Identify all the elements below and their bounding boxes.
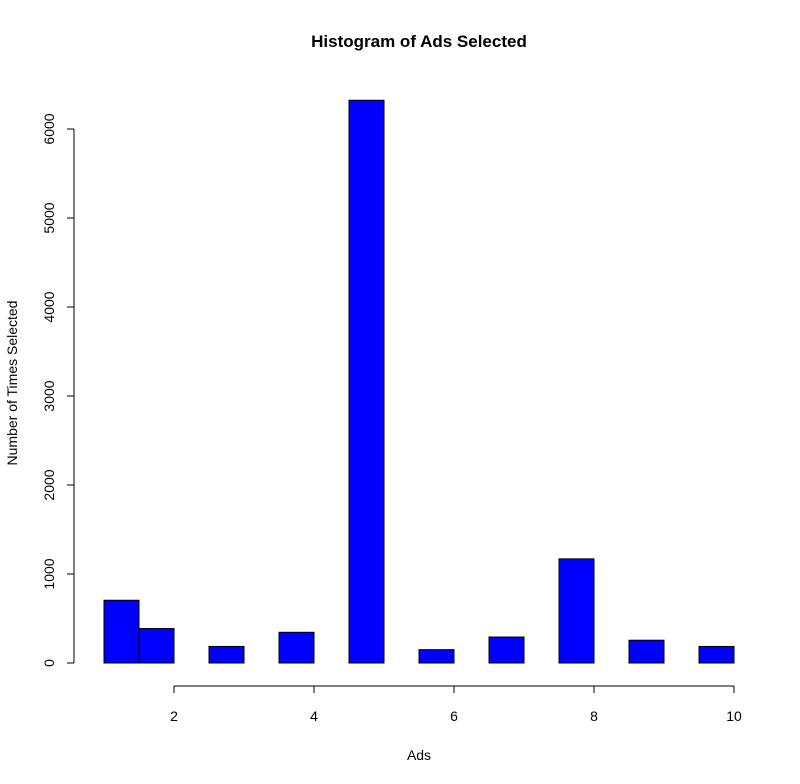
histogram-bar-4 [278, 631, 315, 664]
histogram-bar-6 [418, 649, 455, 664]
histogram-bar-9 [628, 639, 665, 664]
x-tick-label: 10 [726, 708, 742, 724]
x-tick-label: 8 [590, 708, 598, 724]
y-tick-label: 6000 [41, 113, 57, 144]
histogram-bar-3 [208, 645, 245, 664]
y-tick-label: 3000 [41, 380, 57, 411]
y-tick-label: 0 [41, 659, 57, 667]
chart-title: Histogram of Ads Selected [311, 32, 527, 51]
histogram-bar-1 [103, 599, 140, 664]
histogram-bar-7 [488, 636, 525, 664]
x-tick-label: 2 [170, 708, 178, 724]
x-axis-ticks: 2 4 6 8 10 [170, 686, 742, 724]
y-tick-label: 4000 [41, 291, 57, 322]
bars-group [103, 99, 735, 664]
x-tick-label: 4 [310, 708, 318, 724]
y-tick-label: 5000 [41, 202, 57, 233]
y-tick-label: 2000 [41, 469, 57, 500]
histogram-bar-10 [698, 645, 735, 664]
y-tick-label: 1000 [41, 558, 57, 589]
y-axis-label: Number of Times Selected [4, 301, 20, 466]
x-tick-label: 6 [450, 708, 458, 724]
histogram-bar-8 [558, 558, 595, 664]
y-axis-ticks: 0 1000 2000 3000 4000 5000 6000 [41, 113, 74, 667]
histogram-bar-5 [348, 99, 385, 664]
x-axis-label: Ads [407, 747, 431, 763]
histogram-bar-2 [138, 628, 175, 664]
